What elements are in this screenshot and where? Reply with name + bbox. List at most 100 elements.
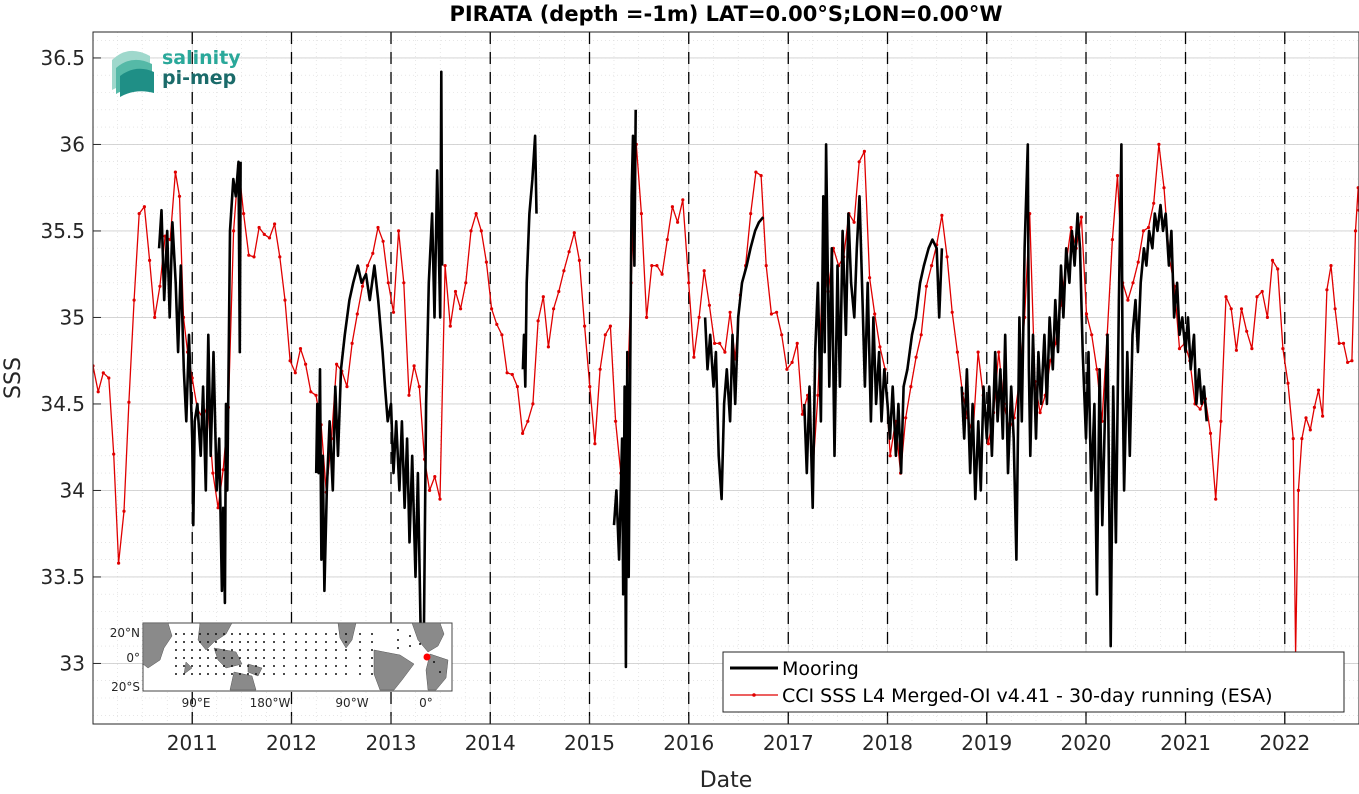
series-point-cci (495, 322, 499, 326)
y-tick-label: 36.5 (40, 46, 85, 70)
inset-buoy-dot (183, 649, 185, 651)
inset-buoy-dot (433, 661, 435, 663)
inset-buoy-dot (263, 633, 265, 635)
inset-buoy-dot (247, 633, 249, 635)
x-tick-label: 2017 (763, 731, 814, 755)
inset-buoy-dot (325, 657, 327, 659)
series-point-cci (930, 264, 934, 268)
series-point-cci (878, 345, 882, 349)
inset-buoy-dot (335, 673, 337, 675)
series-point-cci (718, 341, 722, 345)
series-point-cci (950, 310, 954, 314)
inset-buoy-dot (371, 673, 373, 675)
series-point-cci (428, 488, 432, 492)
inset-buoy-dot (255, 673, 257, 675)
series-point-cci (211, 471, 215, 475)
series-point-cci (1198, 407, 1202, 411)
series-point-cci (697, 315, 701, 319)
series-point-cci (232, 229, 236, 233)
series-point-cci (1316, 388, 1321, 392)
series-point-cci (283, 298, 287, 302)
inset-buoy-dot (305, 649, 307, 651)
inset-buoy-dot (409, 635, 411, 637)
inset-buoy-dot (175, 633, 177, 635)
inset-buoy-dot (239, 665, 241, 667)
inset-buoy-dot (315, 673, 317, 675)
inset-buoy-dot (215, 673, 217, 675)
inset-buoy-dot (359, 673, 361, 675)
series-point-cci (371, 251, 375, 255)
inset-buoy-dot (359, 657, 361, 659)
series-point-cci (645, 315, 649, 319)
series-point-cci (360, 284, 365, 288)
y-tick-label: 34 (60, 478, 85, 502)
series-point-cci (448, 324, 452, 328)
series-point-cci (469, 229, 473, 233)
series-point-cci (1291, 437, 1295, 441)
series-point-cci (567, 250, 571, 254)
inset-buoy-dot (345, 657, 347, 659)
inset-buoy-dot (175, 657, 177, 659)
series-point-cci (603, 333, 607, 337)
series-point-cci (655, 264, 659, 268)
series-point-cci (304, 362, 308, 366)
series-point-cci (515, 385, 520, 389)
series-point-cci (443, 264, 447, 268)
series-point-cci (479, 229, 483, 233)
series-point-cci (376, 225, 380, 230)
series-point-cci (355, 312, 359, 316)
series-point-cci (785, 367, 789, 371)
inset-buoy-dot (239, 657, 241, 659)
series-point-cci (759, 174, 763, 178)
series-point-cci (464, 281, 468, 285)
x-tick-label: 2019 (961, 731, 1012, 755)
series-point-cci (665, 238, 669, 242)
series-point-cci (868, 276, 872, 280)
y-tick-label: 34.5 (40, 392, 85, 416)
inset-lat-label-20n: 20°N (110, 626, 140, 640)
x-tick-label: 2013 (366, 731, 417, 755)
x-tick-label: 2015 (564, 731, 615, 755)
inset-buoy-dot (183, 673, 185, 675)
series-point-cci (955, 350, 960, 354)
series-point-cci (1219, 419, 1223, 423)
series-point-cci (298, 347, 303, 351)
series-point-cci (526, 419, 530, 423)
inset-lon-label-180w: 180°W (250, 696, 291, 710)
inset-buoy-dot (199, 641, 201, 643)
inset-buoy-dot (183, 665, 185, 667)
inset-buoy-dot (231, 657, 233, 659)
legend-box (722, 651, 1345, 713)
series-line-mooring (314, 70, 444, 665)
series-point-cci (670, 205, 675, 209)
series-point-cci (909, 385, 913, 389)
series-point-cci (681, 198, 685, 202)
series-point-cci (577, 258, 582, 262)
inset-buoy-dot (283, 673, 285, 675)
inset-buoy-dot (325, 665, 327, 667)
series-point-cci (608, 324, 613, 328)
inset-lat-label-0: 0° (126, 651, 140, 665)
series-point-cci (723, 350, 727, 354)
series-point-cci (293, 371, 297, 375)
y-tick-label: 35 (60, 305, 85, 329)
series-point-cci (1214, 497, 1218, 501)
series-point-cci (345, 385, 349, 389)
series-point-cci (122, 509, 126, 513)
inset-buoy-dot (183, 657, 185, 659)
series-point-cci (112, 452, 116, 456)
plot-frame (92, 31, 1359, 725)
inset-buoy-dot (199, 665, 201, 667)
inset-buoy-dot (231, 641, 233, 643)
series-point-cci (1308, 428, 1312, 432)
series-point-cci (1312, 405, 1316, 409)
inset-buoy-dot (295, 657, 297, 659)
logo-line2: pi-mep (162, 67, 236, 89)
series-point-cci (490, 307, 494, 311)
series-point-cci (924, 284, 929, 288)
x-tick-label: 2012 (266, 731, 317, 755)
series-point-cci (262, 232, 266, 236)
series-point-cci (904, 416, 908, 420)
inset-buoy-dot (263, 649, 265, 651)
